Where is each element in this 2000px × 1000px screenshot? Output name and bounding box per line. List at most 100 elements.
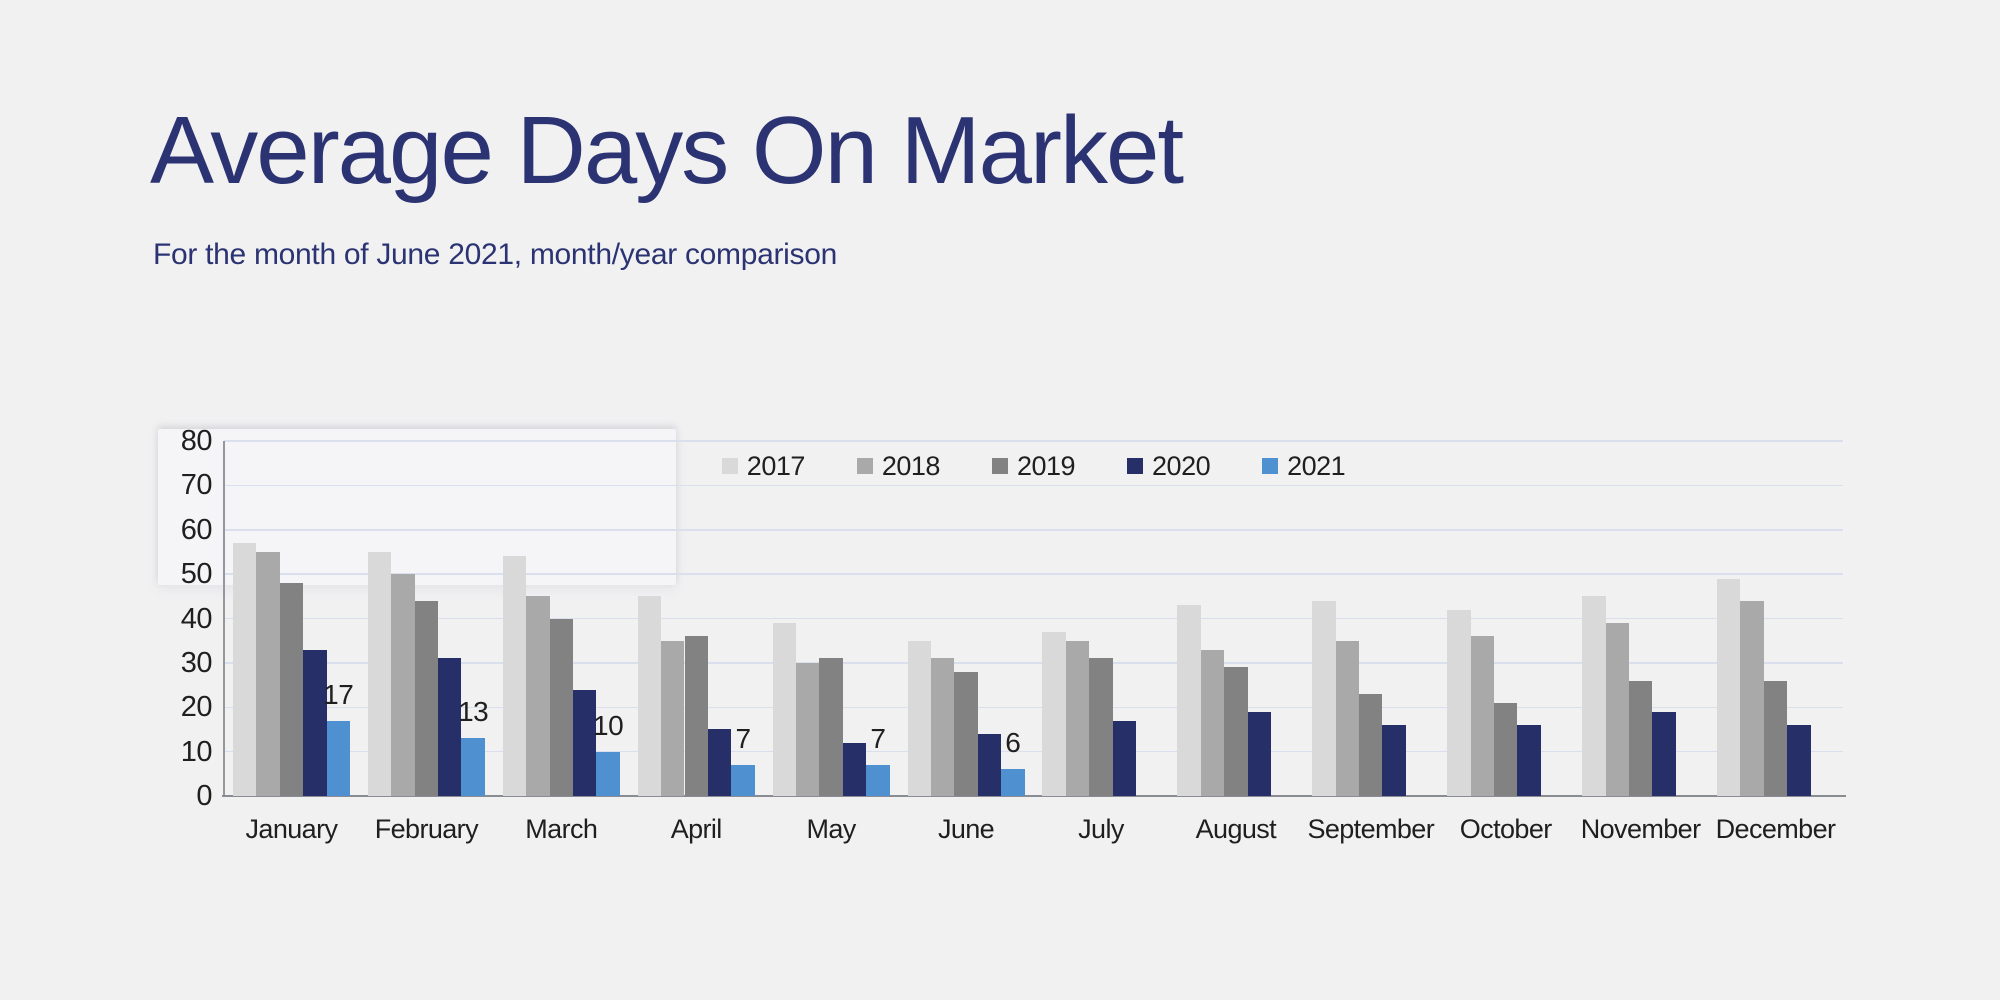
gridline-30 — [224, 662, 1843, 664]
bar-2018-november — [1605, 622, 1629, 796]
chart-legend: 2017 2018 2019 2020 2021 — [224, 450, 1843, 482]
x-axis-label-april: April — [670, 814, 723, 844]
page-subtitle: For the month of June 2021, month/year c… — [153, 238, 838, 271]
x-axis-label-september: September — [1307, 814, 1435, 844]
bar-2020-january — [303, 649, 327, 796]
data-label-2021-april: 7 — [735, 722, 751, 754]
bar-2020-may — [842, 742, 867, 796]
x-axis-label-june: June — [937, 814, 995, 844]
bar-2019-march — [549, 618, 573, 796]
bar-2020-october — [1517, 725, 1541, 796]
bar-2017-january — [232, 543, 257, 796]
y-axis-tick-0: 0 — [196, 780, 212, 812]
legend-swatch-2019 — [991, 458, 1008, 474]
bar-2021-march — [596, 751, 620, 796]
legend-item-2017: 2017 — [721, 450, 806, 482]
bar-2020-november — [1652, 711, 1676, 796]
page-title: Average Days On Market — [150, 97, 1184, 204]
legend-label-2018: 2018 — [881, 450, 941, 481]
bar-2019-september — [1359, 693, 1383, 796]
y-axis-line — [223, 441, 225, 797]
bar-2019-july — [1089, 658, 1113, 796]
y-axis-tick-30: 30 — [180, 646, 213, 679]
bar-2020-december — [1787, 725, 1811, 796]
legend-label-2021: 2021 — [1287, 450, 1346, 481]
bar-2017-march — [502, 556, 527, 796]
bar-2021-february — [461, 738, 485, 796]
bar-2020-september — [1382, 725, 1406, 796]
gridline-50 — [224, 573, 1843, 575]
x-axis-label-july: July — [1078, 814, 1124, 844]
bar-2017-september — [1312, 600, 1336, 796]
gridline-60 — [224, 529, 1843, 531]
bar-2017-august — [1177, 605, 1201, 796]
x-axis-label-october: October — [1459, 814, 1552, 844]
legend-label-2020: 2020 — [1152, 450, 1211, 481]
gridline-40 — [224, 617, 1843, 620]
bar-2020-august — [1247, 711, 1271, 796]
bar-2018-june — [930, 658, 955, 796]
legend-item-2021: 2021 — [1262, 450, 1346, 482]
legend-swatch-2018 — [856, 458, 873, 474]
bar-2019-june — [954, 671, 978, 796]
bar-2020-march — [572, 689, 597, 796]
bar-2020-june — [977, 733, 1002, 796]
bar-2019-february — [414, 600, 439, 796]
bar-2019-may — [819, 658, 843, 796]
bar-2019-december — [1763, 680, 1788, 796]
x-axis-label-december: December — [1715, 814, 1836, 844]
bar-2018-october — [1470, 636, 1494, 796]
bar-2019-november — [1628, 680, 1653, 796]
bar-2018-september — [1335, 640, 1360, 796]
bar-2017-october — [1447, 609, 1471, 796]
y-axis-tick-10: 10 — [180, 735, 213, 768]
bar-2018-january — [256, 551, 280, 796]
bar-2017-december — [1717, 578, 1741, 796]
bar-2017-june — [907, 640, 931, 796]
x-axis-line — [222, 795, 1846, 797]
data-label-2021-may: 7 — [870, 722, 886, 754]
gridline-80 — [224, 440, 1843, 442]
bar-2018-may — [796, 662, 820, 796]
x-axis-label-august: August — [1195, 814, 1277, 844]
bar-2021-january — [326, 720, 350, 796]
legend-label-2017: 2017 — [746, 450, 806, 481]
bar-2020-july — [1112, 720, 1137, 796]
bar-2017-november — [1582, 596, 1606, 796]
bar-2020-february — [438, 658, 462, 796]
bar-2018-august — [1200, 649, 1225, 796]
bar-2019-october — [1494, 702, 1518, 796]
bar-2019-january — [279, 583, 304, 796]
bar-2018-february — [391, 574, 415, 796]
gridline-10 — [224, 750, 1843, 753]
bar-2018-december — [1740, 600, 1764, 796]
y-axis-tick-70: 70 — [180, 469, 213, 502]
legend-swatch-2020 — [1127, 458, 1144, 474]
y-axis-tick-80: 80 — [180, 425, 213, 457]
legend-item-2019: 2019 — [991, 451, 1076, 482]
bar-2021-may — [866, 764, 890, 796]
legend-item-2018: 2018 — [856, 450, 941, 482]
bar-2018-march — [526, 596, 550, 796]
data-label-2021-march: 10 — [593, 709, 624, 741]
bar-2017-may — [772, 622, 797, 796]
y-axis-tick-20: 20 — [180, 691, 213, 724]
data-label-2021-june: 6 — [1005, 727, 1021, 759]
bar-2017-july — [1042, 631, 1066, 796]
y-axis-tick-40: 40 — [180, 602, 213, 635]
data-label-2021-january: 17 — [323, 678, 354, 710]
data-label-2021-february: 13 — [458, 696, 489, 728]
gridline-70 — [224, 484, 1843, 487]
bar-2020-april — [707, 729, 732, 796]
y-axis-tick-50: 50 — [180, 558, 213, 591]
x-axis-label-february: February — [374, 814, 479, 844]
bar-2017-february — [367, 551, 392, 796]
x-axis-label-may: May — [806, 814, 857, 844]
x-axis-label-november: November — [1580, 814, 1701, 844]
gridline-20 — [224, 706, 1843, 708]
x-axis-label-march: March — [525, 814, 598, 844]
bar-2019-august — [1224, 667, 1248, 796]
bar-2018-july — [1065, 640, 1090, 796]
bar-2021-june — [1001, 769, 1025, 796]
